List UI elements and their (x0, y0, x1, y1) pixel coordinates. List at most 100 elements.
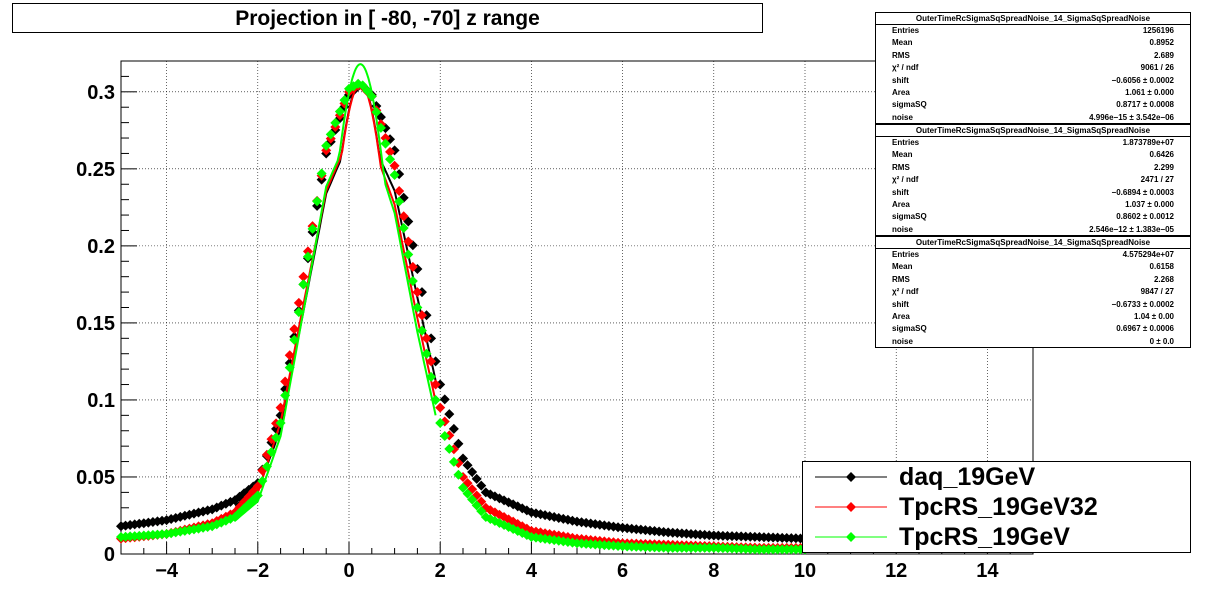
stats-key: Area (892, 311, 910, 321)
stats-row: Mean 0.6426 (876, 149, 1190, 161)
stats-value: 1.04 ± 0.00 (1134, 311, 1174, 321)
data-point (339, 95, 350, 106)
x-tick-label: −2 (246, 560, 269, 582)
series-2 (116, 63, 810, 555)
stats-value: −0.6733 ± 0.0002 (1111, 299, 1174, 309)
data-point (252, 490, 263, 501)
data-point (385, 146, 396, 157)
stats-key: Mean (892, 150, 913, 160)
data-point (412, 302, 423, 313)
data-point (521, 505, 532, 516)
data-point (412, 287, 423, 298)
data-point (380, 138, 391, 149)
stats-value: 9847 / 27 (1140, 287, 1174, 297)
stats-key: noise (892, 336, 913, 346)
data-point (430, 379, 441, 390)
legend-entry-tpcrs: TpcRS_19GeV (803, 522, 1192, 552)
data-point (453, 438, 464, 449)
data-point (467, 494, 478, 505)
data-point (275, 418, 286, 429)
data-point (426, 356, 437, 367)
stats-key: RMS (892, 274, 910, 284)
data-point (380, 133, 391, 144)
data-point (289, 324, 300, 335)
legend-marker-tpcrs (815, 532, 887, 542)
stats-title: OuterTimeRcSigmaSqSpreadNoise_14_SigmaSq… (876, 13, 1190, 25)
stats-box-2: OuterTimeRcSigmaSqSpreadNoise_14_SigmaSq… (875, 236, 1191, 348)
stats-title: OuterTimeRcSigmaSqSpreadNoise_14_SigmaSq… (876, 237, 1190, 249)
y-tick-label: 0 (104, 544, 115, 566)
stats-value: 2471 / 27 (1140, 175, 1174, 185)
data-point (284, 362, 295, 373)
data-point (448, 423, 459, 434)
data-point (284, 350, 295, 361)
data-point (298, 271, 309, 282)
stats-row: χ² / ndf 9061 / 26 (876, 62, 1190, 74)
data-point (375, 122, 386, 133)
stats-value: 2.268 (1153, 274, 1174, 284)
fit-curve-2 (234, 63, 437, 522)
data-point (430, 394, 441, 405)
x-tick-label: 4 (526, 560, 538, 582)
data-point (476, 480, 487, 491)
data-point (517, 503, 528, 514)
data-point (325, 129, 336, 140)
stats-value: 2.299 (1153, 162, 1174, 172)
data-point (416, 325, 427, 336)
data-point (321, 140, 332, 151)
data-point (293, 307, 304, 318)
stats-value: −0.6056 ± 0.0002 (1111, 75, 1174, 85)
stats-key: χ² / ndf (892, 287, 919, 297)
legend-label-tpcrs: TpcRS_19GeV (899, 523, 1070, 551)
stats-row: noise 4.996e−15 ± 3.542e−06 (876, 112, 1190, 124)
data-point (302, 246, 313, 257)
data-point (398, 211, 409, 222)
stats-value: 0.8717 ± 0.0008 (1116, 100, 1174, 110)
data-point (471, 473, 482, 484)
stats-value: 1.061 ± 0.000 (1125, 87, 1174, 97)
stats-row: sigmaSQ 0.8602 ± 0.0012 (876, 211, 1190, 223)
y-tick-label: 0.25 (76, 159, 115, 181)
data-point (385, 154, 396, 165)
data-point (275, 402, 286, 413)
data-point (426, 371, 437, 382)
stats-key: sigmaSQ (892, 324, 927, 334)
data-point (421, 333, 432, 344)
stats-key: sigmaSQ (892, 100, 927, 110)
stats-row: sigmaSQ 0.6967 ± 0.0006 (876, 323, 1190, 335)
stats-box-0: OuterTimeRcSigmaSqSpreadNoise_14_SigmaSq… (875, 12, 1191, 124)
stats-key: Area (892, 199, 910, 209)
stats-row: χ² / ndf 9847 / 27 (876, 286, 1190, 298)
stats-key: noise (892, 112, 913, 122)
data-point (366, 91, 377, 102)
stats-row: Entries 1256196 (876, 25, 1190, 37)
data-point (179, 510, 190, 521)
stats-value: 1256196 (1142, 26, 1174, 35)
stats-row: Area 1.037 ± 0.000 (876, 199, 1190, 211)
stats-value: 1.873789e+07 (1122, 138, 1174, 147)
stats-row: Mean 0.8952 (876, 37, 1190, 49)
data-point (289, 334, 300, 345)
y-tick-label: 0.2 (87, 236, 115, 258)
stats-value: 4.575294e+07 (1122, 250, 1174, 259)
data-point (394, 186, 405, 197)
stats-row: noise 0 ± 0.0 (876, 336, 1190, 348)
data-point (389, 160, 400, 171)
data-point (467, 467, 478, 478)
x-tick-label: 10 (794, 560, 816, 582)
stats-row: Mean 0.6158 (876, 261, 1190, 273)
y-tick-label: 0.1 (87, 390, 115, 412)
stats-key: χ² / ndf (892, 175, 919, 185)
stats-value: 0.8952 (1149, 38, 1174, 48)
y-tick-label: 0.05 (76, 467, 115, 489)
data-point (439, 430, 450, 441)
data-point (293, 297, 304, 308)
data-point (280, 376, 291, 387)
stats-row: RMS 2.689 (876, 50, 1190, 62)
stats-row: Area 1.04 ± 0.00 (876, 311, 1190, 323)
data-point (435, 418, 446, 429)
stats-key: Entries (892, 138, 920, 147)
data-point (357, 80, 368, 91)
legend-entry-tpcrs32: TpcRS_19GeV32 (803, 492, 1192, 522)
data-point (280, 390, 291, 401)
